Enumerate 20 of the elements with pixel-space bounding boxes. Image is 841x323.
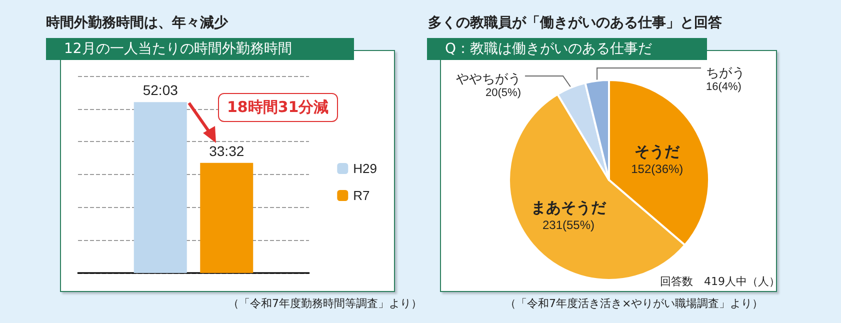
annotation: 18時間31分減 [218, 93, 338, 122]
data-label: 152(36%) [631, 162, 684, 176]
text: （「令和7年度勤務時間等調査」より） [228, 296, 422, 311]
slice-label: まあそうだ [531, 200, 607, 217]
chart-title: 多くの教職員が「働きがいのある仕事」と回答 [428, 14, 722, 32]
legend-label: H29 [353, 161, 378, 176]
slice-label: そうだ [634, 143, 681, 160]
data-label: 20(5%) [486, 87, 521, 99]
data-label: 33:32 [209, 142, 244, 159]
legend-label: R7 [353, 188, 370, 203]
chart-subtitle: 12月の一人当たりの時間外勤務時間 [46, 38, 354, 60]
data-label: 52:03 [142, 82, 178, 98]
data-label: 16(4%) [706, 81, 742, 93]
data-label: 231(55%) [542, 218, 595, 232]
text: （「令和7年度活き活き×やりがい職場調査」より） [505, 296, 764, 311]
slice-label: ちがう [706, 65, 745, 80]
slice-label: ややちがう [456, 71, 521, 86]
chart-subtitle: Q：教職は働きがいのある仕事だ [427, 38, 707, 60]
text: 回答数 419人中（人） [660, 274, 780, 289]
chart-title: 時間外勤務時間は、年々減少 [46, 14, 228, 32]
